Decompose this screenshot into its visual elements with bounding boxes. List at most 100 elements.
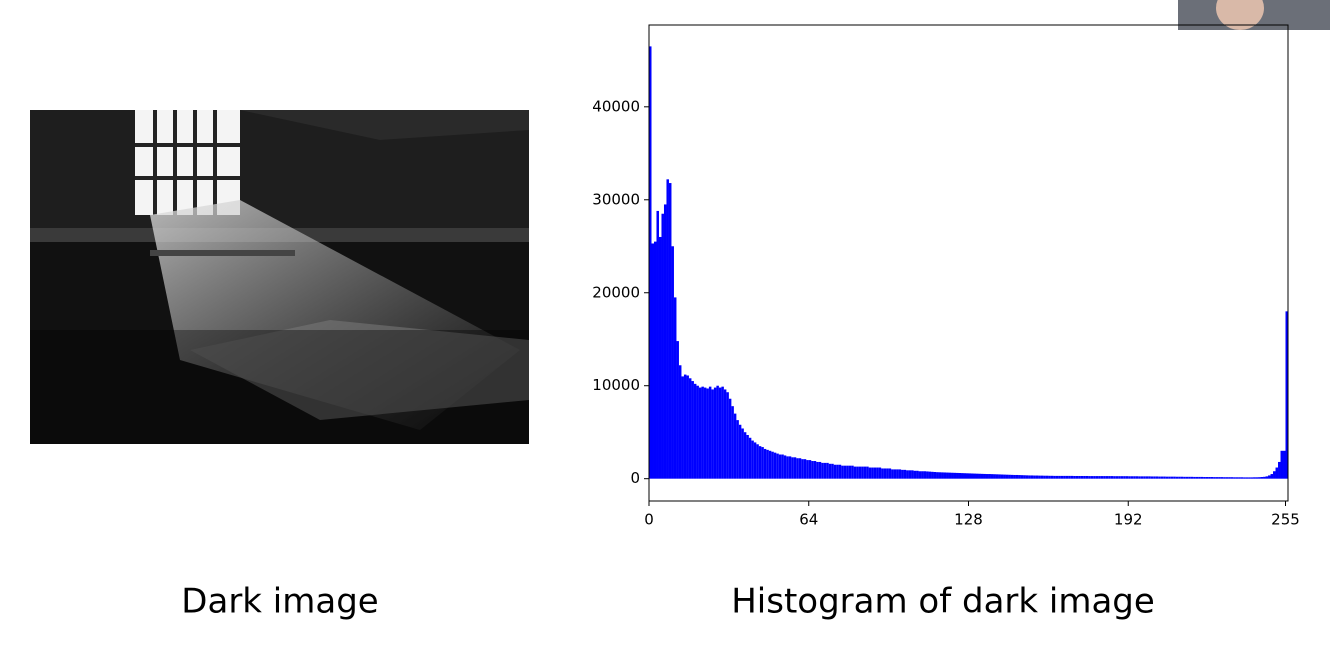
bar [813, 461, 817, 479]
bar [888, 468, 892, 479]
bar [1250, 477, 1254, 479]
bar [948, 472, 952, 479]
bar [678, 365, 682, 479]
bar [1200, 476, 1204, 479]
bar [1185, 476, 1189, 479]
bar [791, 457, 794, 479]
bar [911, 470, 914, 479]
bar [1273, 471, 1276, 479]
webcam-face [1216, 0, 1264, 30]
bar [663, 204, 667, 479]
bar [1128, 476, 1131, 479]
bar [786, 456, 789, 479]
bar [1130, 476, 1134, 479]
bar [803, 459, 807, 479]
bar [1105, 476, 1109, 479]
bar [1190, 476, 1194, 479]
bar [1285, 311, 1288, 479]
bar [893, 469, 897, 479]
bar [1095, 476, 1099, 479]
bar [711, 389, 714, 479]
bar [1275, 467, 1279, 479]
bar [731, 406, 734, 479]
bar [1030, 475, 1034, 479]
bar [1135, 476, 1139, 479]
bar [933, 471, 937, 479]
bar [993, 474, 996, 479]
bar [1015, 474, 1019, 479]
bar [946, 472, 949, 479]
bar [713, 387, 717, 479]
bar [941, 472, 944, 479]
bar [1025, 475, 1029, 479]
bar [701, 386, 704, 479]
bar [1155, 476, 1159, 479]
bar [1048, 475, 1051, 479]
bar [980, 473, 984, 479]
bar [1088, 476, 1091, 479]
bar [841, 465, 844, 479]
bar [1270, 474, 1274, 479]
bar [1080, 475, 1084, 479]
bar [913, 470, 917, 479]
bar [1235, 477, 1239, 479]
bar [988, 474, 991, 479]
bar [1208, 477, 1211, 479]
bar [821, 462, 824, 479]
bar [811, 461, 814, 479]
bar [1223, 477, 1226, 479]
bar [751, 440, 754, 479]
bar [1178, 476, 1181, 479]
bar [1170, 476, 1174, 479]
bar [793, 457, 797, 479]
bar [1115, 476, 1119, 479]
bar [1205, 477, 1209, 479]
bar [1073, 475, 1076, 479]
bar [668, 183, 672, 479]
bar [1050, 475, 1054, 479]
bar [1000, 474, 1004, 479]
bar [926, 471, 929, 479]
bar [956, 472, 959, 479]
bar [1085, 475, 1089, 479]
bar [1020, 475, 1024, 479]
bar [1148, 476, 1151, 479]
bar [788, 456, 792, 479]
bar [773, 452, 777, 479]
bar [758, 446, 762, 479]
bar [1145, 476, 1149, 479]
bar [1228, 477, 1231, 479]
bar [756, 444, 759, 479]
chart-title: Histogram of dark image [731, 582, 1155, 622]
bar [881, 468, 884, 479]
plot-frame [648, 24, 1289, 502]
bar [1003, 474, 1006, 479]
bar [1093, 476, 1096, 479]
bar [1060, 475, 1064, 479]
y-tick-label: 30000 [592, 190, 640, 208]
bar [743, 432, 747, 479]
bar [1260, 477, 1264, 479]
bar [1265, 476, 1269, 479]
bar [748, 437, 752, 479]
bar [776, 453, 779, 479]
bar [708, 386, 712, 479]
bar [1203, 477, 1206, 479]
bar [973, 473, 976, 479]
y-tick-label: 40000 [592, 97, 640, 115]
bar [1163, 476, 1166, 479]
bar [908, 470, 912, 479]
bar [851, 465, 854, 479]
bar [661, 213, 664, 479]
bar [766, 449, 769, 479]
bar [1108, 476, 1111, 479]
bar [781, 454, 784, 479]
bar [818, 461, 822, 479]
bar [931, 471, 934, 479]
bar [1283, 450, 1286, 479]
x-tick-label: 255 [1271, 511, 1300, 529]
bar [1140, 476, 1144, 479]
bar [718, 387, 722, 479]
bar [943, 472, 947, 479]
bar [1053, 475, 1056, 479]
